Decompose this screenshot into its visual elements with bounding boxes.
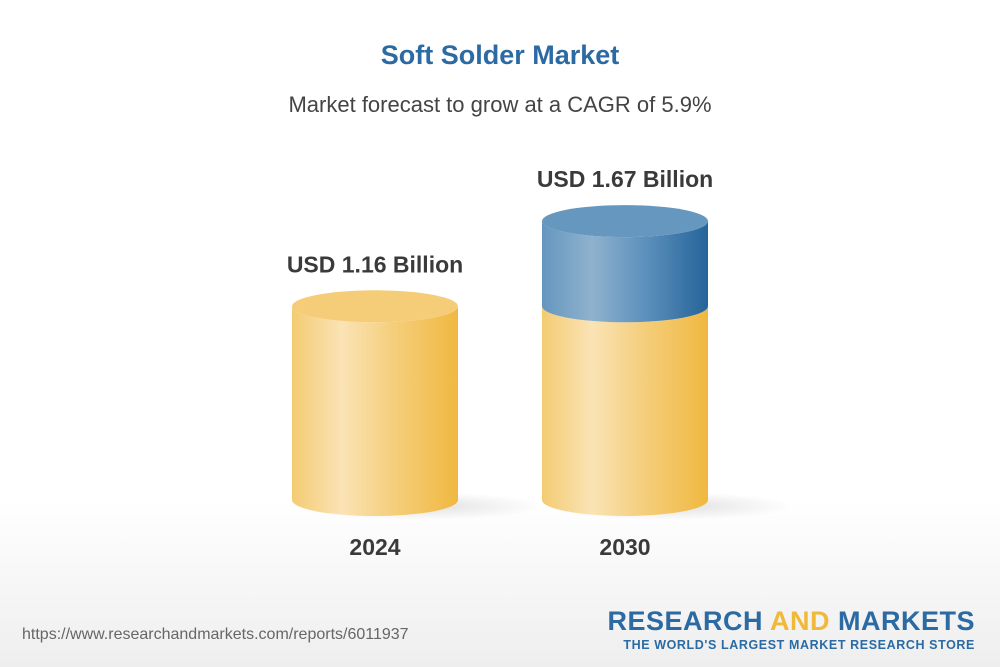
cylinder-top	[292, 290, 458, 323]
cylinder-chart: USD 1.16 Billion 2024 USD 1.67 Billion 2030	[287, 166, 793, 560]
cylinder-body-base	[292, 306, 458, 516]
data-label: USD 1.67 Billion	[537, 166, 713, 192]
logo-tagline: THE WORLD'S LARGEST MARKET RESEARCH STOR…	[623, 638, 975, 652]
cylinder-body-base	[542, 306, 708, 516]
data-label: USD 1.16 Billion	[287, 251, 463, 277]
chart-title: Soft Solder Market	[380, 40, 620, 70]
category-label: 2024	[349, 534, 400, 560]
category-label: 2030	[599, 534, 650, 560]
chart-subtitle: Market forecast to grow at a CAGR of 5.9…	[288, 92, 712, 117]
cylinder-top	[542, 205, 708, 238]
source-url[interactable]: https://www.researchandmarkets.com/repor…	[22, 626, 409, 643]
cylinder-body-growth	[542, 221, 708, 323]
research-and-markets-logo: RESEARCH AND MARKETS THE WORLD'S LARGEST…	[607, 606, 975, 652]
